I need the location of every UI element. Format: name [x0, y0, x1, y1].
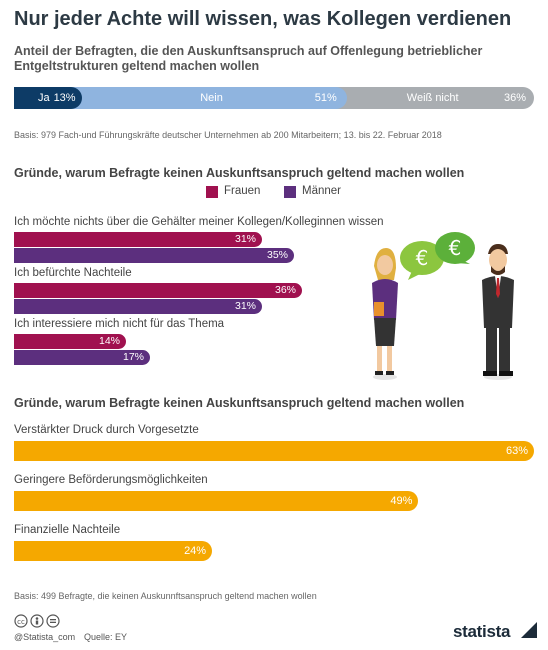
legend-swatch-frauen [206, 186, 218, 198]
legend-swatch-maenner [284, 186, 296, 198]
svg-text:cc: cc [17, 618, 25, 626]
category-label-1: Ich möchte nichts über die Gehälter mein… [14, 216, 384, 228]
license-icons[interactable]: cc [14, 614, 64, 633]
woman-figure [372, 248, 398, 380]
statista-logo-text: statista [453, 622, 511, 641]
bar-overall-2: 49% [14, 491, 419, 511]
source-note: Quelle: EY [84, 632, 128, 642]
legend-label-maenner: Männer [302, 185, 341, 197]
seg-value-ja: 13% [53, 92, 76, 104]
bar-maenner-2: 31% [14, 299, 262, 314]
bar-nein: Nein 51% [14, 87, 347, 109]
value-label-maenner-1: 35% [266, 249, 288, 261]
value-label-overall-2: 49% [390, 495, 413, 507]
statista-logo[interactable]: statista [453, 622, 510, 642]
value-label-frauen-3: 14% [98, 335, 120, 347]
basis-note-2: Basis: 499 Befragte, die keinen Auskunnf… [14, 591, 317, 601]
bar-frauen-2: 36% [14, 283, 302, 298]
cc-icon: cc [14, 614, 60, 628]
section-title-reasons-overall: Gründe, warum Befragte keinen Auskunftsa… [14, 396, 465, 410]
seg-label-ja: Ja [38, 92, 50, 104]
seg-value-weiss-nicht: 36% [503, 92, 526, 104]
speech-bubble-left [400, 241, 444, 275]
seg-value-nein: 51% [314, 92, 337, 104]
value-label-frauen-1: 31% [234, 233, 256, 245]
bar-maenner-1: 35% [14, 248, 294, 263]
speech-bubble-right [435, 232, 475, 264]
category-label-2: Ich befürchte Nachteile [14, 267, 132, 279]
value-label-frauen-2: 36% [274, 284, 296, 296]
legend-label-frauen: Frauen [224, 185, 261, 197]
stacked-bar: Weiß nicht 36% Nein 51% Ja 13% [14, 87, 534, 109]
euro-icon-left: € [416, 246, 429, 270]
bar-overall-3: 24% [14, 541, 213, 561]
statista-logo-icon [521, 622, 537, 638]
overall-category-label-1: Verstärkter Druck durch Vorgesetzte [14, 424, 199, 436]
bar-frauen-1: 31% [14, 232, 262, 247]
bar-maenner-3: 17% [14, 350, 150, 365]
section-title-reasons-gender: Gründe, warum Befragte keinen Auskunftsa… [14, 166, 465, 180]
overall-category-label-3: Finanzielle Nachteile [14, 524, 121, 536]
bar-frauen-3: 14% [14, 334, 126, 349]
category-label-3: Ich interessiere mich nicht für das Them… [14, 318, 225, 330]
value-label-maenner-3: 17% [122, 351, 144, 363]
seg-label-nein: Nein [200, 92, 223, 104]
chart-title: Nur jeder Achte will wissen, was Kollege… [14, 8, 512, 30]
bar-ja: Ja 13% [14, 87, 82, 109]
value-label-maenner-2: 31% [234, 300, 256, 312]
illustration-colleagues: € € [372, 232, 514, 380]
statista-handle[interactable]: @Statista_com [14, 632, 76, 642]
man-figure [482, 244, 514, 380]
seg-label-weiss-nicht: Weiß nicht [406, 92, 459, 104]
overall-category-label-2: Geringere Beförderungsmöglichkeiten [14, 474, 208, 486]
euro-icon-right: € [449, 236, 462, 260]
value-label-overall-3: 24% [184, 545, 207, 557]
basis-note-1: Basis: 979 Fach-und Führungskräfte deuts… [14, 130, 442, 140]
bar-overall-1: 63% [14, 441, 534, 461]
chart-subtitle: Anteil der Befragten, die den Auskunftsa… [14, 44, 483, 73]
value-label-overall-1: 63% [505, 445, 528, 457]
